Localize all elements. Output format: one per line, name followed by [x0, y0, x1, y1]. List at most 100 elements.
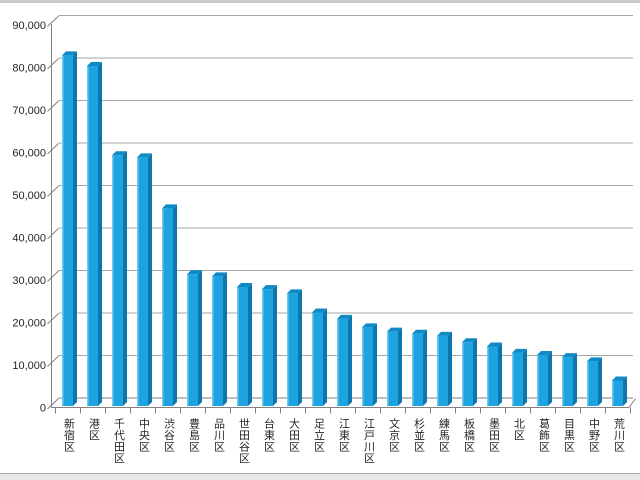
bar-top-face — [462, 338, 477, 343]
bar-side-face — [373, 323, 377, 406]
x-axis-label: 杉並区 — [414, 417, 425, 454]
bar-top-face — [337, 314, 352, 319]
bar-front-face — [387, 331, 398, 406]
bar-side-face — [273, 285, 277, 406]
bar-front-face — [412, 333, 423, 406]
x-axis-label: 目黒区 — [564, 419, 575, 454]
x-axis-label: 北区 — [514, 418, 525, 443]
y-axis-tick — [47, 143, 59, 155]
bar-top-face — [562, 353, 577, 358]
bar-江戸川区 — [362, 323, 377, 406]
x-axis-label: 練馬区 — [439, 417, 450, 454]
bar-top-face — [262, 285, 277, 290]
bar-千代田区 — [112, 151, 127, 406]
bar-墨田区 — [487, 342, 502, 406]
y-axis-tick — [47, 185, 59, 197]
bar-side-face — [548, 351, 552, 406]
bar-front-face — [587, 361, 598, 406]
bar-杉並区 — [412, 329, 427, 406]
bar-side-face — [348, 314, 352, 406]
bar-中央区 — [137, 153, 152, 406]
bar-side-face — [198, 270, 202, 406]
x-axis-label: 台東区 — [264, 417, 275, 454]
x-axis-label: 品川区 — [214, 418, 225, 454]
bar-front-face — [437, 335, 448, 406]
bar-side-face — [423, 329, 427, 406]
bar-板橋区 — [462, 338, 477, 406]
bar-top-face — [412, 329, 427, 334]
x-axis-label: 千代田区 — [114, 418, 125, 466]
y-axis-label: 40,000 — [12, 233, 46, 245]
bar-港区 — [87, 62, 102, 406]
bar-side-face — [473, 338, 477, 406]
x-axis-label: 中野区 — [589, 418, 600, 454]
bar-front-face — [162, 208, 173, 406]
window-chrome-top — [0, 0, 640, 3]
bar-top-face — [162, 204, 177, 209]
bar-front-face — [112, 155, 123, 406]
x-axis-label: 墨田区 — [489, 418, 500, 454]
bar-top-face — [362, 323, 377, 328]
bar-top-face — [537, 351, 552, 355]
bar-front-face — [612, 380, 623, 406]
bar-top-face — [487, 342, 502, 347]
x-axis-label: 大田区 — [289, 417, 300, 454]
x-axis-label: 中央区 — [139, 418, 150, 454]
y-axis-tick — [47, 100, 59, 112]
bar-side-face — [623, 376, 627, 406]
bar-江東区 — [337, 314, 352, 406]
bar-front-face — [262, 289, 273, 406]
x-axis-label: 文京区 — [389, 417, 400, 454]
y-axis-tick — [47, 355, 59, 367]
bar-front-face — [312, 312, 323, 406]
y-axis-label: 10,000 — [12, 360, 46, 372]
bar-side-face — [248, 283, 252, 406]
bar-side-face — [298, 289, 302, 406]
x-axis-label: 港区 — [89, 418, 100, 443]
bar-front-face — [362, 327, 373, 406]
y-axis-label: 20,000 — [12, 318, 46, 330]
bar-豊島区 — [187, 270, 202, 406]
bar-足立区 — [312, 308, 327, 406]
y-axis-label: 30,000 — [12, 275, 46, 287]
bar-top-face — [587, 357, 602, 362]
bar-front-face — [487, 346, 498, 406]
bar-top-face — [87, 62, 102, 66]
x-axis-label: 板橋区 — [464, 417, 475, 454]
bar-中野区 — [587, 357, 602, 406]
bar-front-face — [562, 357, 573, 406]
x-axis-label: 新宿区 — [64, 417, 75, 454]
bar-品川区 — [212, 272, 227, 406]
x-axis-label: 世田谷区 — [239, 418, 250, 466]
bar-荒川区 — [612, 376, 627, 406]
bar-top-face — [287, 289, 302, 294]
bar-top-face — [512, 348, 527, 353]
bar-新宿区 — [62, 51, 77, 406]
bar-front-face — [462, 342, 473, 406]
bar-front-face — [537, 355, 548, 406]
bar-side-face — [398, 327, 402, 406]
bar-side-face — [148, 153, 152, 406]
bar-side-face — [98, 62, 102, 406]
window-chrome-bottom — [0, 473, 640, 480]
y-axis-label: 80,000 — [12, 63, 46, 75]
bar-top-face — [212, 272, 227, 277]
bar-大田区 — [287, 289, 302, 406]
bar-front-face — [87, 66, 98, 406]
x-axis-label: 渋谷区 — [164, 418, 175, 454]
y-axis-tick — [47, 228, 59, 240]
bar-front-face — [212, 276, 223, 406]
bar-side-face — [448, 331, 452, 406]
bar-front-face — [187, 274, 198, 406]
bar-top-face — [237, 283, 252, 287]
bar-front-face — [237, 287, 248, 406]
y-axis-tick — [47, 58, 59, 70]
y-axis-label: 50,000 — [12, 190, 46, 202]
bar-front-face — [62, 55, 73, 406]
bar-front-face — [137, 157, 148, 406]
bar-side-face — [73, 51, 77, 406]
bar-葛飾区 — [537, 351, 552, 406]
x-axis-label: 江東区 — [339, 418, 350, 454]
